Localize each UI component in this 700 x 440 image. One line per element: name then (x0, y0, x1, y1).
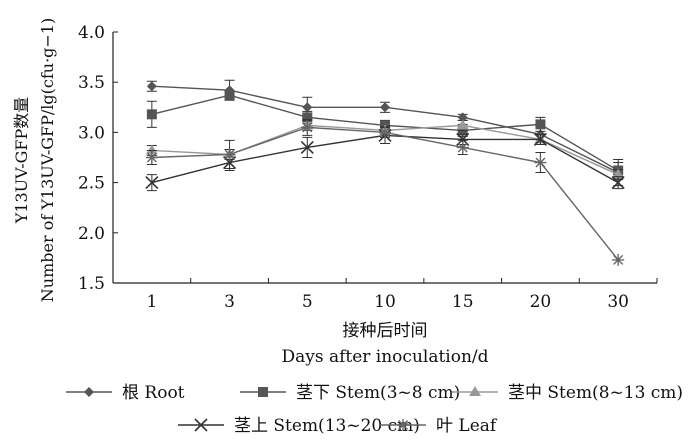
y-tick-label: 2.0 (78, 224, 105, 244)
data-point (224, 90, 235, 101)
legend-marker (397, 419, 409, 431)
data-point (146, 81, 157, 92)
x-tick-label: 1 (146, 292, 157, 312)
data-point (223, 148, 236, 161)
data-point (612, 253, 625, 266)
data-point (302, 102, 313, 113)
legend-marker (469, 386, 481, 396)
legend-marker (258, 387, 268, 397)
legend-item-5: 叶 Leaf (380, 416, 498, 436)
data-point (456, 141, 469, 154)
data-point (611, 176, 625, 190)
legend-item-3: 茎中 Stem(8~13 cm) (452, 383, 683, 403)
data-point (456, 119, 469, 130)
legend-item-2: 茎下 Stem(3~8 cm) (240, 383, 460, 403)
legend-label: 茎上 Stem(13~20 cm) (234, 416, 420, 436)
series-layer (145, 79, 625, 266)
data-point (535, 119, 546, 130)
data-point (145, 151, 158, 164)
y-axis-label-en: Number of Y13UV-GFP/lg(cfu·g−1) (38, 18, 57, 302)
axes: 1.5 2.0 2.5 3.0 3.5 4.0 1 3 5 10 15 20 30 (78, 23, 658, 312)
data-point (380, 102, 390, 113)
data-point (302, 112, 313, 123)
x-tick-label: 30 (607, 292, 629, 312)
y-tick-label: 3.0 (78, 123, 105, 143)
legend-label: 茎中 Stem(8~13 cm) (508, 383, 683, 403)
data-point (533, 132, 547, 146)
legend: 根 Root 茎下 Stem(3~8 cm) 茎中 Stem(8~13 cm) 茎上 … (66, 383, 683, 436)
x-axis-label-cn: 接种后时间 (343, 321, 428, 341)
data-point (379, 126, 391, 139)
x-tick-label: 20 (530, 292, 552, 312)
data-point (145, 176, 159, 190)
data-point (534, 156, 547, 169)
data-point (300, 140, 314, 155)
y-tick-label: 2.5 (78, 174, 105, 194)
y-tick-label: 1.5 (78, 274, 105, 294)
series-5 (145, 118, 625, 266)
x-tick-label: 15 (452, 292, 474, 312)
x-axis-label-en: Days after inoculation/d (281, 347, 488, 367)
data-point (146, 109, 157, 120)
x-tick-label: 10 (374, 292, 396, 312)
data-point (301, 121, 314, 134)
legend-marker (194, 418, 208, 432)
legend-label: 茎下 Stem(3~8 cm) (296, 383, 460, 403)
series-line (151, 126, 619, 261)
legend-label: 叶 Leaf (436, 416, 498, 436)
y-axis-label-cn: Y13UV-GFP数量 (12, 97, 31, 225)
legend-item-1: 根 Root (66, 383, 185, 403)
data-point (145, 144, 158, 155)
data-point (612, 168, 625, 179)
legend-label: 根 Root (122, 383, 185, 403)
legend-marker (84, 387, 94, 397)
legend-item-4: 茎上 Stem(13~20 cm) (178, 416, 420, 436)
y-tick-label: 4.0 (78, 23, 105, 43)
data-point (457, 112, 468, 123)
y-tick-label: 3.5 (78, 73, 105, 93)
x-tick-label: 3 (224, 292, 235, 312)
x-tick-label: 5 (302, 292, 313, 312)
